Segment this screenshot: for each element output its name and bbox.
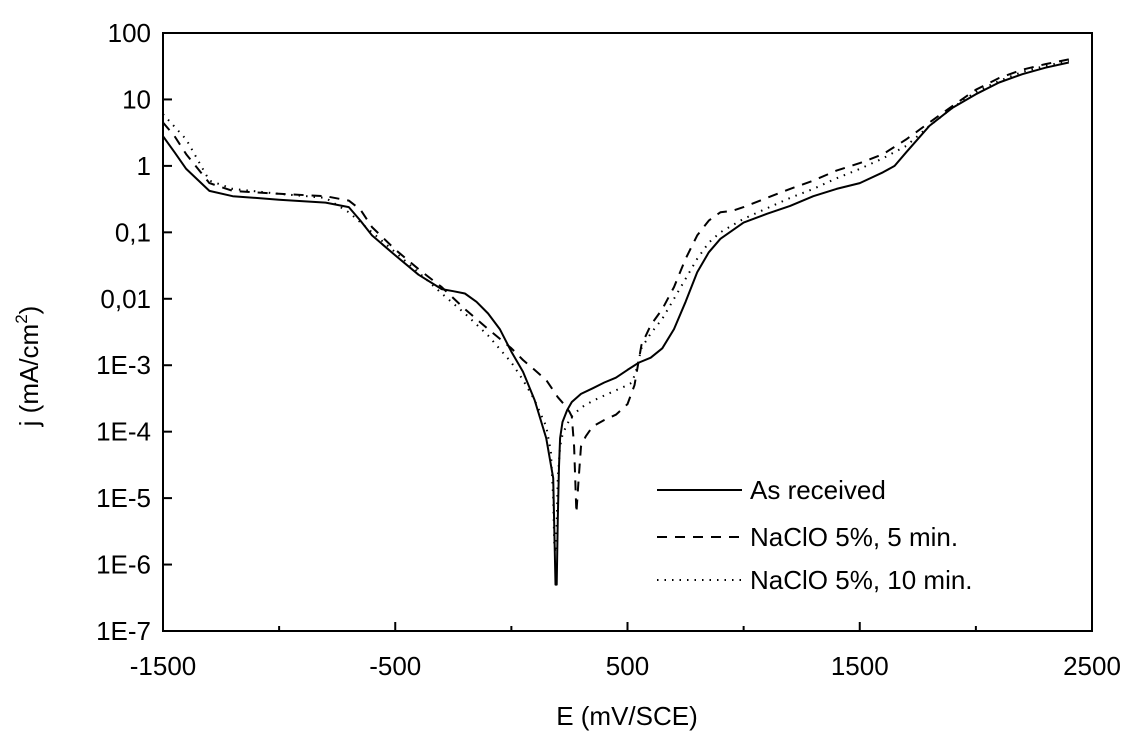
x-tick-label: -500: [369, 651, 421, 681]
y-tick-label: 1E-3: [96, 350, 151, 380]
y-tick-label: 1E-5: [96, 483, 151, 513]
y-tick-label: 0,1: [115, 217, 151, 247]
legend-label-as-received: As received: [750, 475, 886, 505]
x-tick-label: -1500: [130, 651, 197, 681]
y-tick-label: 1E-7: [96, 616, 151, 646]
legend-label-naclo-10min: NaClO 5%, 10 min.: [750, 565, 973, 595]
x-tick-label: 1500: [831, 651, 889, 681]
x-axis-title: E (mV/SCE): [556, 701, 698, 731]
legend: As received NaClO 5%, 5 min. NaClO 5%, 1…: [657, 475, 973, 595]
legend-label-naclo-5min: NaClO 5%, 5 min.: [750, 522, 958, 552]
y-tick-label: 0,01: [100, 284, 151, 314]
y-tick-label: 1E-4: [96, 417, 151, 447]
series-line-1: [162, 58, 1069, 514]
y-tick-label: 1E-6: [96, 550, 151, 580]
series-line-0: [162, 61, 1070, 586]
y-tick-label: 1: [137, 151, 151, 181]
series-line-2: [162, 59, 1070, 554]
y-tick-label: 100: [108, 18, 151, 48]
x-tick-label: 2500: [1063, 651, 1121, 681]
x-tick-label: 500: [606, 651, 649, 681]
y-axis-title: j (mA/cm2): [12, 306, 44, 428]
y-tick-label: 10: [122, 84, 151, 114]
